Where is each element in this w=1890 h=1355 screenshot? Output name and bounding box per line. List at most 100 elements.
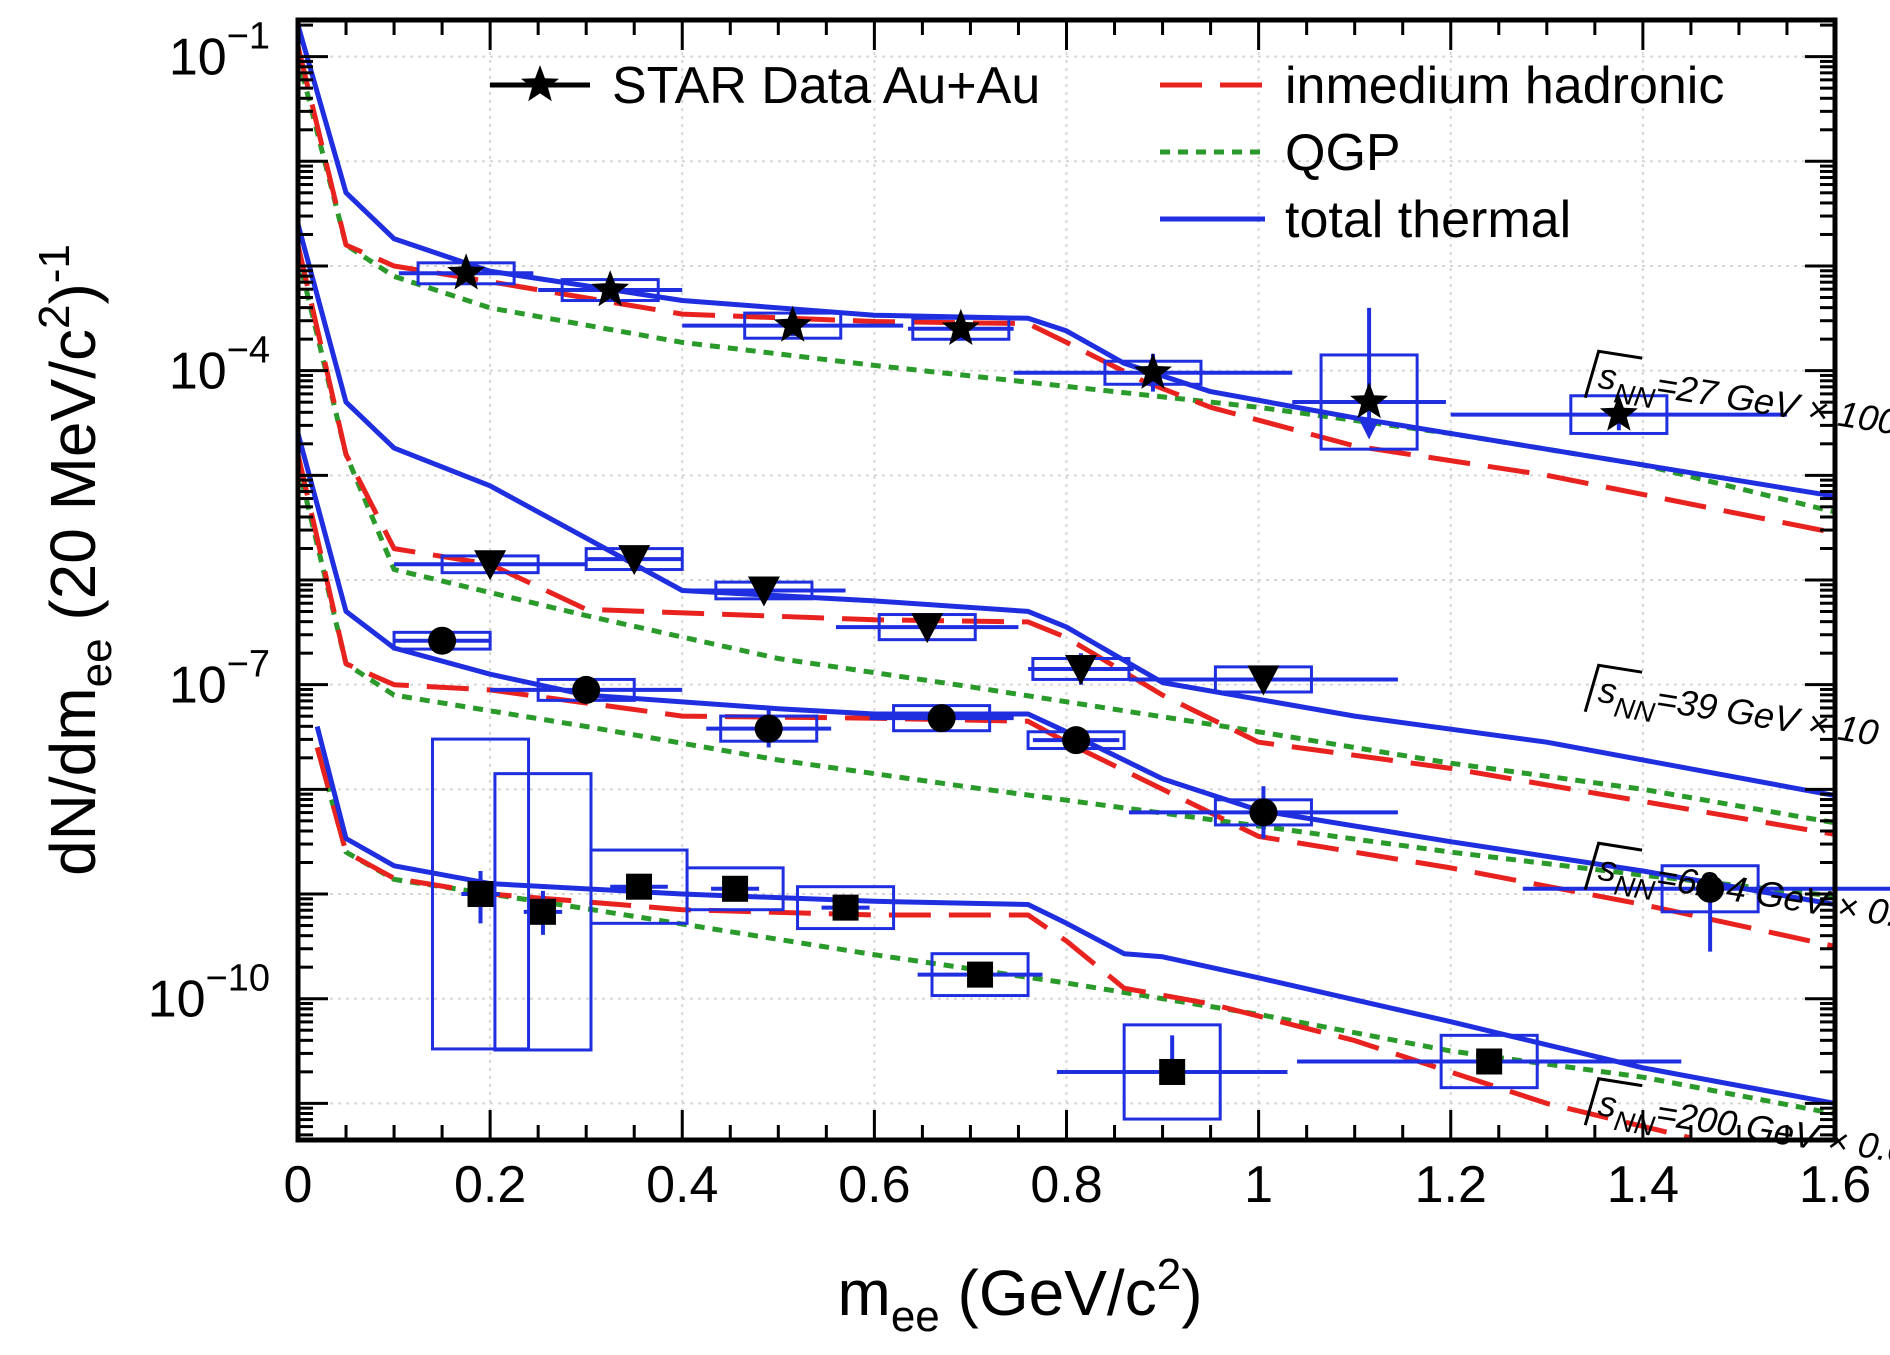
data-point bbox=[394, 550, 587, 581]
circle-marker bbox=[754, 714, 783, 743]
x-tick-label: 1.6 bbox=[1799, 1156, 1871, 1214]
data-point bbox=[1450, 394, 1787, 435]
square-marker bbox=[722, 875, 749, 902]
data-point bbox=[796, 885, 896, 931]
data-point bbox=[682, 305, 904, 342]
hadronic-curve bbox=[295, 453, 1836, 949]
x-tick-label: 1.4 bbox=[1607, 1156, 1679, 1214]
legend-entry-qgp: QGP bbox=[1160, 124, 1401, 182]
square-marker bbox=[467, 881, 494, 908]
y-tick-label: 10−4 bbox=[169, 330, 270, 401]
legend-label-total: total thermal bbox=[1285, 191, 1571, 249]
circle-marker bbox=[572, 675, 601, 704]
square-marker bbox=[626, 873, 653, 900]
triangle-marker bbox=[618, 545, 651, 576]
data-point bbox=[1297, 1033, 1682, 1090]
star-marker bbox=[941, 308, 980, 345]
data-point bbox=[869, 704, 1014, 733]
circle-marker bbox=[1062, 726, 1091, 755]
triangle-marker bbox=[911, 613, 944, 644]
y-tick-label: 10−1 bbox=[169, 16, 270, 87]
x-axis-label: mee (GeV/c2) bbox=[838, 1250, 1203, 1341]
data-point bbox=[1026, 726, 1126, 755]
circle-marker bbox=[1696, 874, 1725, 903]
square-marker bbox=[967, 961, 994, 988]
x-tick-label: 0.2 bbox=[454, 1156, 526, 1214]
hadronic-curve bbox=[314, 746, 1692, 1141]
data-point bbox=[584, 545, 684, 576]
legend-entry-total: total thermal bbox=[1160, 191, 1571, 249]
qgp-curve bbox=[295, 254, 1836, 826]
x-tick-label: 1 bbox=[1244, 1156, 1273, 1214]
data-point bbox=[907, 308, 1014, 345]
legend-label-star-data: STAR Data Au+Au bbox=[612, 57, 1040, 115]
systematic-box bbox=[430, 737, 531, 1051]
sqrt-sign bbox=[1583, 1077, 1643, 1126]
data-point bbox=[538, 270, 683, 307]
y-axis-label: dN/dmee (20 MeV/c2)-1 bbox=[30, 244, 121, 876]
legend: STAR Data Au+Au inmedium hadronic QGP to… bbox=[490, 57, 1724, 249]
data-point bbox=[835, 613, 1019, 644]
star-marker bbox=[1350, 382, 1389, 419]
data-point bbox=[706, 709, 832, 748]
upper-limit-arrow bbox=[1359, 419, 1380, 440]
legend-label-hadronic: inmedium hadronic bbox=[1285, 57, 1724, 115]
star-marker bbox=[591, 270, 630, 307]
data-point bbox=[1292, 307, 1446, 451]
data-point bbox=[398, 253, 534, 290]
data-point bbox=[917, 952, 1043, 998]
star-marker bbox=[1133, 352, 1172, 389]
data-point bbox=[1128, 665, 1398, 696]
circle-marker bbox=[428, 626, 457, 655]
sqrt-sign bbox=[1583, 841, 1643, 891]
systematic-box bbox=[685, 866, 785, 912]
x-tick-label: 0.6 bbox=[838, 1156, 910, 1214]
star-marker bbox=[1599, 394, 1638, 431]
legend-label-qgp: QGP bbox=[1285, 124, 1401, 182]
triangle-marker bbox=[1064, 654, 1097, 685]
axis-ticks: 0 0.2 0.4 0.6 0.8 1 1.2 1.4 1.6 10−1 10−4 10−7 10−10 bbox=[148, 16, 1871, 1214]
qgp-curve bbox=[295, 464, 1836, 899]
legend-star-marker bbox=[521, 65, 559, 102]
legend-entry-star-data: STAR Data Au+Au bbox=[490, 57, 1040, 115]
x-tick-label: 1.2 bbox=[1415, 1156, 1487, 1214]
data-points bbox=[392, 253, 1890, 1121]
systematic-box bbox=[796, 885, 896, 931]
triangle-marker bbox=[474, 550, 507, 581]
square-marker bbox=[1159, 1058, 1186, 1085]
data-point bbox=[1013, 352, 1293, 392]
data-point bbox=[682, 576, 846, 607]
circle-marker bbox=[1249, 798, 1278, 827]
legend-entry-hadronic: inmedium hadronic bbox=[1160, 57, 1724, 115]
y-tick-label: 10−10 bbox=[148, 958, 270, 1029]
energy-label: sNN=62.4 GeV × 0.1 bbox=[1583, 841, 1890, 948]
x-tick-label: 0 bbox=[284, 1156, 313, 1214]
data-point bbox=[685, 866, 785, 912]
square-marker bbox=[1476, 1048, 1503, 1075]
sqrt-sign bbox=[1583, 663, 1643, 713]
x-tick-label: 0.8 bbox=[1030, 1156, 1102, 1214]
y-tick-label: 10−7 bbox=[169, 644, 270, 715]
data-point bbox=[430, 737, 531, 1051]
circle-marker bbox=[927, 704, 956, 733]
hadronic-curve bbox=[295, 45, 1836, 536]
total-thermal-curve bbox=[314, 725, 1836, 1106]
square-marker bbox=[832, 894, 859, 921]
energy-label-text: sNN=62.4 GeV × 0.1 bbox=[1594, 847, 1890, 948]
star-marker bbox=[773, 305, 812, 342]
square-marker bbox=[529, 898, 556, 925]
triangle-marker bbox=[1247, 665, 1280, 696]
total-thermal-curve bbox=[295, 223, 1836, 799]
data-point bbox=[1128, 786, 1398, 839]
data-point bbox=[490, 675, 683, 704]
data-point bbox=[1056, 1023, 1288, 1121]
triangle-marker bbox=[747, 576, 780, 607]
data-point bbox=[392, 626, 492, 655]
hadronic-curve bbox=[295, 244, 1836, 837]
sqrt-sign bbox=[1583, 349, 1643, 399]
star-marker bbox=[447, 253, 486, 290]
x-tick-label: 0.4 bbox=[646, 1156, 718, 1214]
data-point bbox=[1028, 653, 1134, 685]
total-thermal-curve bbox=[295, 24, 1836, 499]
